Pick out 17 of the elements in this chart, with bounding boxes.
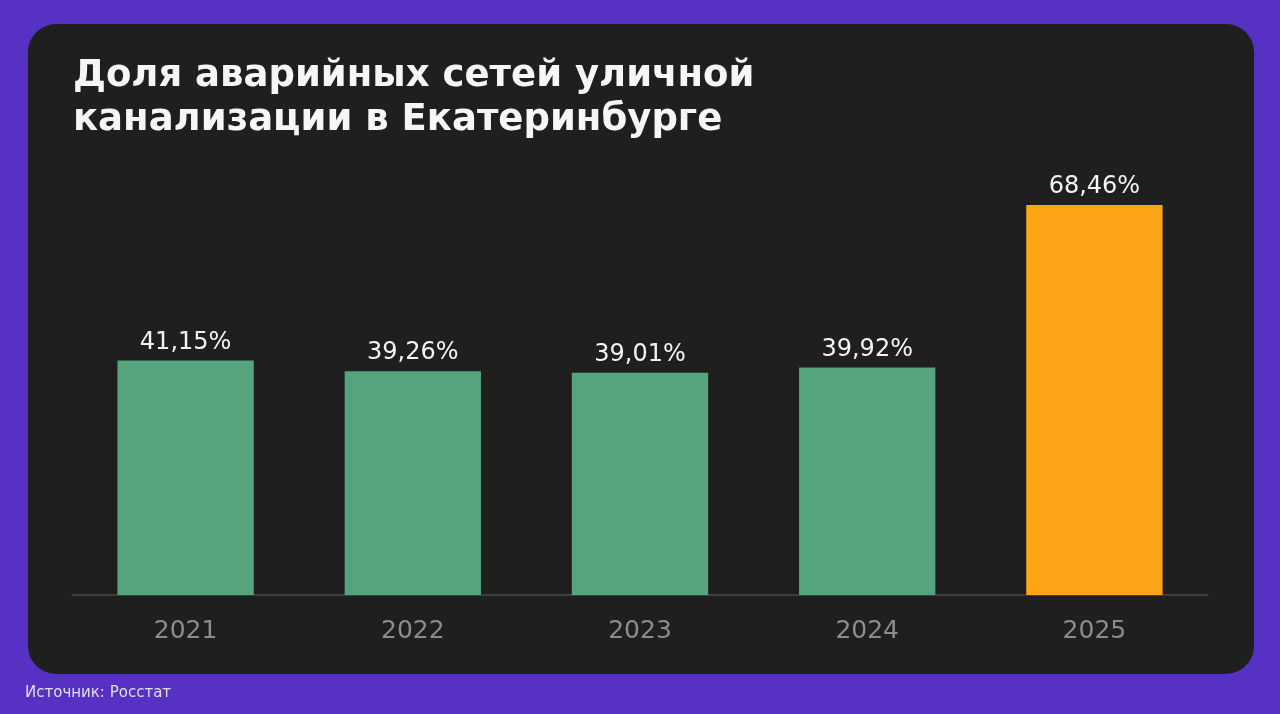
x-tick-label: 2025 (1062, 615, 1127, 644)
x-tick-label: 2024 (835, 615, 900, 644)
data-label: 39,01% (594, 338, 686, 367)
data-label: 39,92% (821, 333, 913, 362)
bar (799, 367, 936, 595)
data-label: 41,15% (139, 326, 232, 355)
data-label: 68,46% (1048, 171, 1141, 199)
x-tick-label: 2022 (380, 615, 445, 644)
bar (344, 371, 481, 595)
bar (1026, 205, 1163, 595)
data-label: 39,26% (367, 337, 459, 366)
bar (571, 372, 709, 595)
x-tick-label: 2023 (608, 615, 672, 644)
text: Источник: Росстат (25, 683, 172, 701)
bar (117, 360, 254, 595)
chart-title: Доля аварийных сетей уличной канализации в Екатеринбурге (73, 52, 756, 140)
x-tick-label: 2021 (153, 615, 218, 644)
